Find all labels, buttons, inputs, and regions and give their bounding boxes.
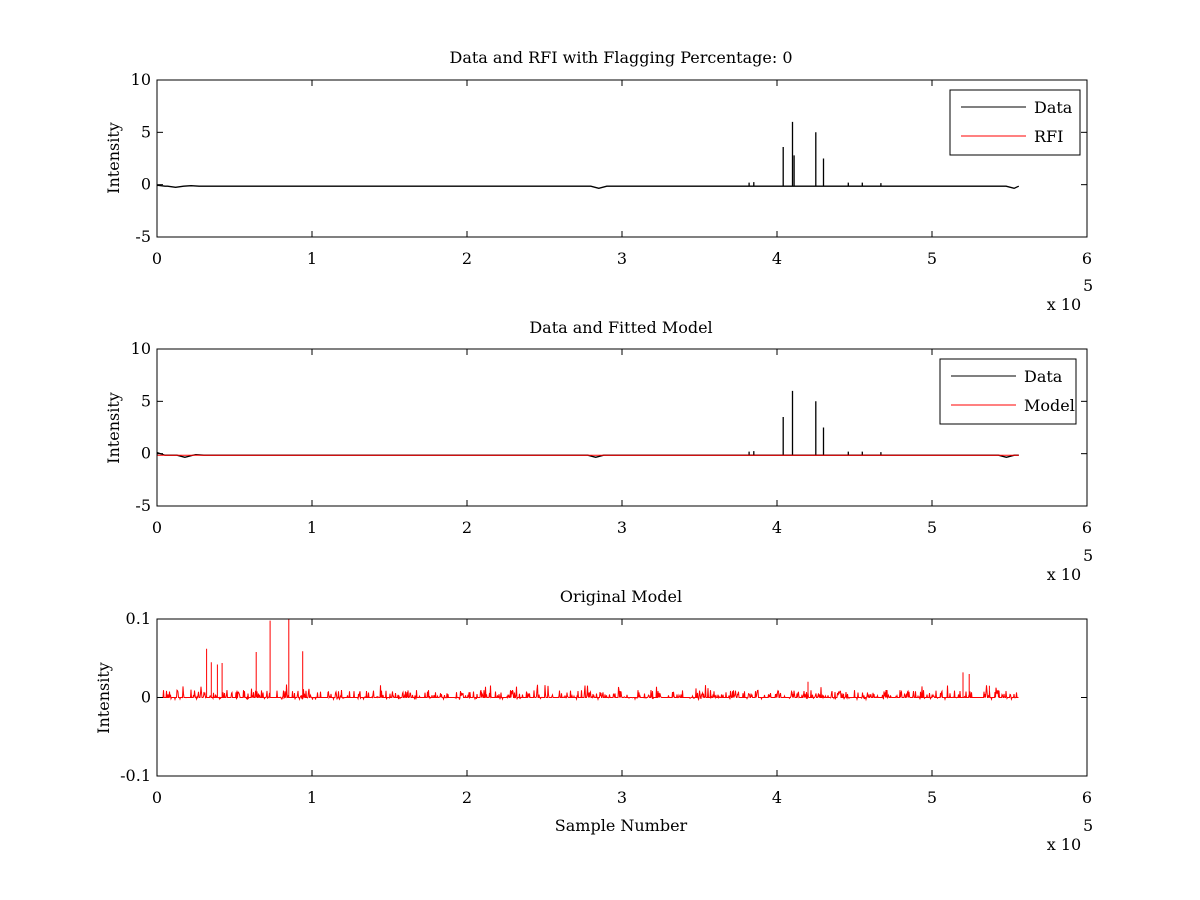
subplot-data-model: Data and Fitted Model Intensity x 10 5: [104, 318, 1093, 584]
plot-lines-3: [157, 619, 1019, 702]
x-tick-label: 5: [927, 788, 937, 807]
legend-1: Data RFI: [949, 89, 1081, 156]
legend-box: [949, 89, 1081, 156]
subplot-3-ylabel: Intensity: [94, 662, 113, 734]
subplot-1-x-multiplier: x 10: [1047, 295, 1081, 314]
x-tick-label: 4: [772, 249, 782, 268]
y-tick-label: 0: [141, 175, 151, 194]
legend-label-data: Data: [1034, 98, 1073, 117]
subplot-original-model: Original Model Intensity Sample Number x…: [94, 587, 1093, 854]
x-tick-label: 6: [1082, 788, 1092, 807]
subplot-2-x-multiplier-exponent: 5: [1083, 546, 1093, 565]
x-tick-label: 4: [772, 518, 782, 537]
x-tick-label: 3: [617, 249, 627, 268]
x-tick-label: 1: [307, 249, 317, 268]
y-tick-label: -0.1: [120, 766, 151, 785]
x-tick-label: 2: [462, 249, 472, 268]
y-tick-label: -5: [135, 496, 151, 515]
subplot-1-title: Data and RFI with Flagging Percentage: 0: [449, 48, 792, 67]
x-tick-label: 6: [1082, 518, 1092, 537]
y-tick-label: 10: [131, 70, 151, 89]
subplot-2-ylabel: Intensity: [104, 392, 123, 464]
y-tick-label: 0.1: [126, 609, 151, 628]
subplot-1-ylabel: Intensity: [104, 122, 123, 194]
legend-2: Data Model: [939, 358, 1077, 425]
y-tick-label: 0: [141, 688, 151, 707]
y-tick-label: -5: [135, 227, 151, 246]
x-tick-label: 2: [462, 518, 472, 537]
subplot-3-x-multiplier-exponent: 5: [1083, 816, 1093, 835]
x-tick-label: 2: [462, 788, 472, 807]
subplot-data-rfi: Data and RFI with Flagging Percentage: 0…: [104, 48, 1093, 314]
x-tick-label: 1: [307, 518, 317, 537]
legend-box: [939, 358, 1077, 425]
subplot-1-x-multiplier-exponent: 5: [1083, 276, 1093, 295]
plot-lines-1: [157, 121, 1020, 189]
subplot-3-title: Original Model: [560, 587, 682, 606]
x-tick-label: 4: [772, 788, 782, 807]
x-tick-label: 1: [307, 788, 317, 807]
x-tick-label: 5: [927, 518, 937, 537]
x-tick-label: 6: [1082, 249, 1092, 268]
y-tick-label: 5: [141, 122, 151, 141]
x-tick-label: 0: [152, 788, 162, 807]
x-tick-label: 5: [927, 249, 937, 268]
subplot-2-title: Data and Fitted Model: [529, 318, 712, 337]
y-tick-label: 0: [141, 444, 151, 463]
legend-label-model: Model: [1024, 396, 1075, 415]
x-tick-label: 0: [152, 518, 162, 537]
x-tick-label: 3: [617, 518, 627, 537]
subplot-3-xlabel: Sample Number: [555, 816, 688, 835]
x-tick-label: 3: [617, 788, 627, 807]
subplot-2-x-multiplier: x 10: [1047, 565, 1081, 584]
series-data-line-1: [157, 121, 1020, 189]
legend-label-rfi: RFI: [1034, 127, 1063, 146]
series-model-line-3: [157, 619, 1019, 702]
y-tick-label: 10: [131, 339, 151, 358]
legend-label-data: Data: [1024, 367, 1063, 386]
x-tick-label: 0: [152, 249, 162, 268]
plot-lines-2: [157, 390, 1019, 458]
y-tick-label: 5: [141, 391, 151, 410]
subplot-3-x-multiplier: x 10: [1047, 835, 1081, 854]
plot-area-3: 0 1 2 3 4 5 6-0.100.1: [120, 609, 1092, 807]
